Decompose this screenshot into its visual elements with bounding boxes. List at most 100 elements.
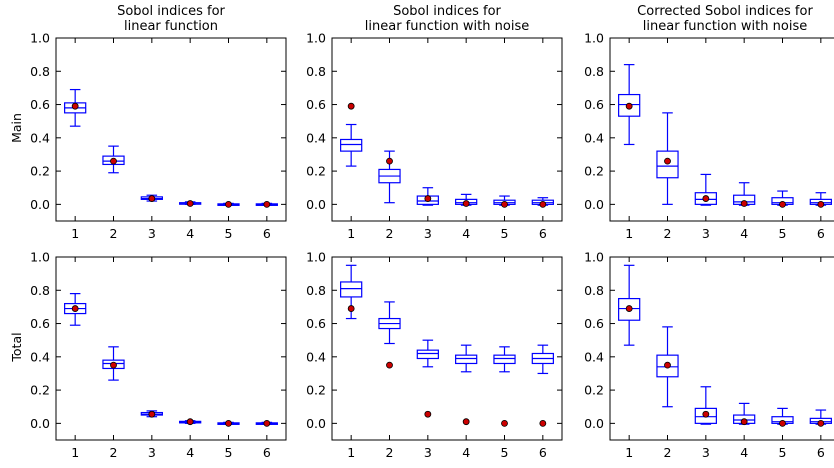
panel-title-line: linear function with noise: [365, 19, 529, 34]
true-value-point-2: [110, 361, 117, 369]
x-tick-label: 1: [347, 445, 355, 460]
true-value-point-4: [740, 418, 748, 426]
y-tick-label: 0.2: [584, 164, 604, 179]
true-value-point-2: [110, 157, 117, 165]
true-value-point-5: [779, 200, 786, 208]
panel-title-line: linear function: [124, 19, 218, 34]
x-tick-label: 4: [186, 226, 194, 241]
x-tick-label: 6: [263, 226, 271, 241]
y-tick-label: 1.0: [306, 31, 326, 46]
y-tick-label: 0.8: [306, 64, 326, 79]
x-tick-label: 5: [779, 445, 787, 460]
true-value-point-6: [539, 200, 547, 208]
y-tick-label: 1.0: [306, 250, 326, 265]
y-tick-label: 0.6: [30, 97, 50, 112]
x-tick-label: 2: [664, 445, 672, 460]
plot-area: [340, 102, 554, 208]
y-tick-label: 0.8: [584, 64, 604, 79]
x-tick-label: 2: [110, 226, 118, 241]
y-tick-label: 0.4: [306, 349, 326, 364]
plot-area: [64, 88, 278, 208]
x-tick-label: 5: [501, 445, 509, 460]
box-1: [618, 297, 641, 321]
panel-title-line: linear function with noise: [643, 19, 807, 34]
true-value-point-1: [625, 305, 633, 312]
x-tick-label: 2: [386, 226, 394, 241]
true-value-point-6: [263, 200, 271, 208]
x-tick-label: 3: [702, 445, 710, 460]
plot-area: [618, 64, 832, 208]
x-tick-label: 4: [740, 226, 748, 241]
y-tick-label: 0.2: [30, 164, 50, 179]
true-value-point-1: [71, 305, 79, 312]
x-tick-label: 6: [539, 226, 547, 241]
panel-6: 0.0 0.2 0.4 0.6 0.8 1.0 1 2 3 4 5 6: [584, 250, 834, 460]
y-tick-label: 1.0: [584, 250, 604, 265]
panel-title-line: Corrected Sobol indices for: [637, 4, 813, 19]
box-3: [694, 407, 717, 424]
panel-title-line: Sobol indices for: [393, 4, 501, 19]
panel-2: 0.0 0.2 0.4 0.6 0.8 1.0 1 2 3 4 5 6 Sobol indices fo…: [306, 4, 563, 241]
box-4: [455, 354, 478, 365]
true-value-point-5: [225, 200, 232, 208]
x-tick-label: 5: [501, 226, 509, 241]
true-value-point-5: [779, 419, 786, 427]
y-tick-label: 0.6: [30, 316, 50, 331]
y-tick-label: 0.6: [584, 316, 604, 331]
y-tick-label: 0.8: [584, 283, 604, 298]
axes-frame: [55, 37, 287, 222]
x-tick-label: 4: [186, 445, 194, 460]
true-value-point-3: [424, 195, 432, 202]
true-value-point-4: [186, 418, 194, 426]
x-tick-label: 2: [110, 445, 118, 460]
x-tick-label: 5: [225, 445, 233, 460]
true-value-point-3: [702, 195, 710, 202]
y-tick-label: 0.6: [306, 316, 326, 331]
y-tick-label: 0.6: [306, 97, 326, 112]
true-value-point-2: [664, 361, 671, 369]
y-tick-label: 0.4: [584, 349, 604, 364]
true-value-point-6: [817, 200, 825, 208]
x-tick-label: 1: [625, 445, 633, 460]
y-tick-label: 0.6: [584, 97, 604, 112]
panel-4: 0.0 0.2 0.4 0.6 0.8 1.0 1 2 3 4 5 6: [30, 250, 287, 460]
y-tick-label: 0.8: [30, 64, 50, 79]
true-value-point-1: [625, 102, 633, 110]
y-tick-label: 0.8: [306, 283, 326, 298]
x-tick-label: 4: [740, 445, 748, 460]
axes-frame: [609, 256, 834, 441]
plot-area: [340, 264, 554, 427]
y-tick-label: 0.8: [30, 283, 50, 298]
panel-3: 0.0 0.2 0.4 0.6 0.8 1.0 1 2 3 4 5 6 Corrected Sobol …: [584, 4, 834, 241]
y-tick-label: 1.0: [584, 31, 604, 46]
true-value-point-4: [740, 200, 748, 207]
y-tick-label: 0.0: [584, 416, 604, 431]
true-value-point-5: [501, 419, 508, 427]
x-tick-label: 6: [539, 445, 547, 460]
y-tick-label: 0.4: [30, 130, 50, 145]
x-tick-label: 4: [462, 445, 470, 460]
plot-area: [64, 293, 278, 427]
x-tick-label: 3: [424, 226, 432, 241]
y-tick-label: 0.0: [306, 197, 326, 212]
box-3: [694, 192, 717, 205]
true-value-point-3: [702, 410, 710, 418]
true-value-point-6: [539, 419, 547, 427]
y-tick-label: 0.0: [30, 416, 50, 431]
axes-frame: [331, 37, 563, 222]
x-tick-label: 4: [462, 226, 470, 241]
panel-5: 0.0 0.2 0.4 0.6 0.8 1.0 1 2 3 4 5 6: [306, 250, 563, 460]
x-tick-label: 1: [347, 226, 355, 241]
x-tick-label: 5: [225, 226, 233, 241]
panel-title-line: Sobol indices for: [117, 4, 225, 19]
box-5: [493, 354, 516, 365]
true-value-point-1: [347, 102, 355, 110]
x-tick-label: 1: [625, 226, 633, 241]
box-2: [656, 354, 679, 378]
true-value-point-3: [424, 410, 432, 418]
plot-area: [618, 264, 832, 427]
x-tick-label: 3: [148, 445, 156, 460]
y-tick-label: 0.0: [306, 416, 326, 431]
y-tick-label: 1.0: [30, 31, 50, 46]
y-tick-label: 0.2: [306, 164, 326, 179]
